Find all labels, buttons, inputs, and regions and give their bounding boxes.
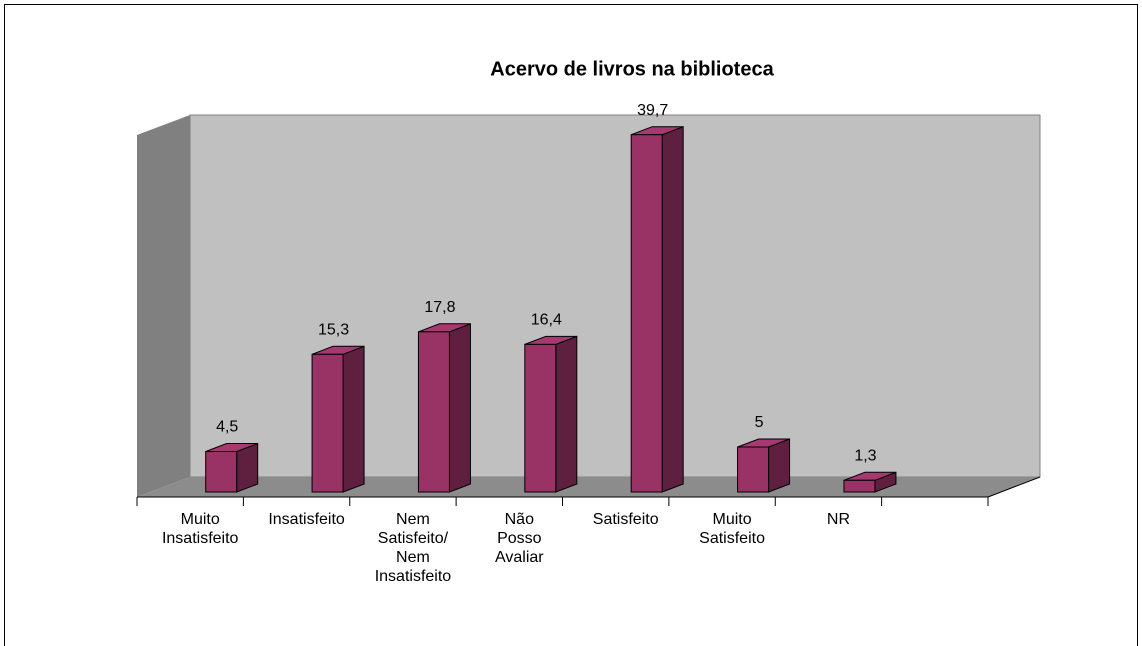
bar xyxy=(524,335,578,493)
value-label: 5 xyxy=(755,414,764,431)
chart-border xyxy=(4,4,1138,646)
floor xyxy=(137,477,1040,497)
bar-front xyxy=(205,451,238,493)
bar-front xyxy=(417,331,450,493)
chart-title: Acervo de livros na biblioteca xyxy=(490,58,774,80)
x-tick-label: NR xyxy=(826,511,850,528)
value-label: 17,8 xyxy=(424,299,455,316)
bar-side xyxy=(661,125,684,493)
bar-side xyxy=(342,345,365,493)
bar xyxy=(311,345,365,493)
x-tick-label: Nem Satisfeito/ Nem Insatisfeito xyxy=(374,511,452,585)
bar-front xyxy=(524,343,557,493)
value-label: 1,3 xyxy=(854,448,876,465)
bar-front xyxy=(843,479,876,493)
bar xyxy=(843,471,897,493)
bar-side xyxy=(448,323,471,493)
bar-side xyxy=(555,335,578,493)
bar-front xyxy=(311,353,344,493)
bar xyxy=(630,125,684,493)
side-wall xyxy=(137,115,190,497)
value-label: 4,5 xyxy=(216,419,238,436)
x-tick-label: Muito Insatisfeito xyxy=(161,511,239,547)
bar xyxy=(737,438,791,493)
value-label: 39,7 xyxy=(637,102,668,119)
x-tick-label: Insatisfeito xyxy=(268,511,345,528)
bar-front xyxy=(630,134,663,493)
bar-front xyxy=(737,446,770,493)
bar xyxy=(205,442,259,493)
x-tick-label: Muito Satisfeito xyxy=(699,511,765,547)
x-tick-label: Não Posso Avaliar xyxy=(495,511,544,566)
x-tick-label: Satisfeito xyxy=(592,511,659,528)
x-axis-depth xyxy=(987,476,1041,498)
value-label: 16,4 xyxy=(531,312,562,329)
bar xyxy=(417,323,471,493)
bar-side xyxy=(768,438,791,493)
value-label: 15,3 xyxy=(318,322,349,339)
